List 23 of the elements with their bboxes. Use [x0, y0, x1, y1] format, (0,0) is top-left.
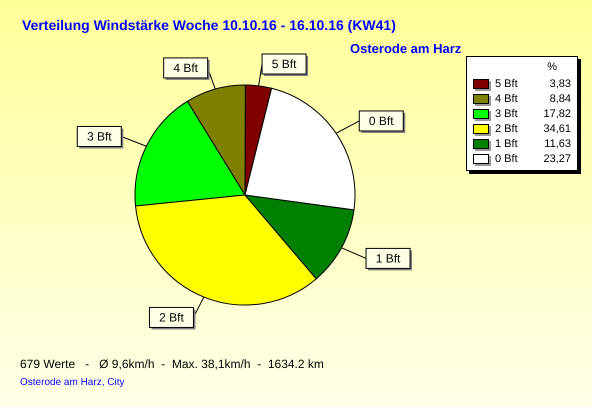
legend-label: 4 Bft — [495, 92, 519, 104]
data-label: 11,63 — [543, 138, 571, 150]
data-label: 34,61 — [542, 122, 571, 134]
data-label: 17,82 — [542, 108, 571, 120]
data-label: 23,27 — [542, 152, 571, 164]
legend-label: 3 Bft — [495, 108, 519, 120]
slice-label: 5 Bft — [272, 57, 298, 72]
legend-label: 2 Bft — [495, 122, 519, 134]
legend-label: 5 Bft — [495, 78, 519, 90]
slice-label: 2 Bft — [159, 310, 184, 324]
text: 679 Werte - Ø 9,6km/h - Max. 38,1km/h - 1634.2 km — [20, 357, 324, 371]
slice-label: 1 Bft — [376, 251, 402, 266]
legend-label: 1 Bft — [495, 138, 519, 150]
chart-title: Verteilung Windstärke Woche 10.10.16 - 16.10.16 (KW41) — [22, 17, 396, 33]
data-label: 3,83 — [548, 78, 571, 90]
slice-label: 3 Bft — [86, 129, 112, 144]
legend-label: 0 Bft — [495, 152, 519, 164]
chart-subtitle: Osterode am Harz — [350, 41, 462, 56]
text: Osterode am Harz, City — [20, 377, 124, 388]
data-label: 8,84 — [548, 92, 571, 104]
legend-title: % — [546, 61, 558, 73]
slice-label: 0 Bft — [368, 114, 394, 128]
slice-label: 4 Bft — [173, 60, 199, 75]
